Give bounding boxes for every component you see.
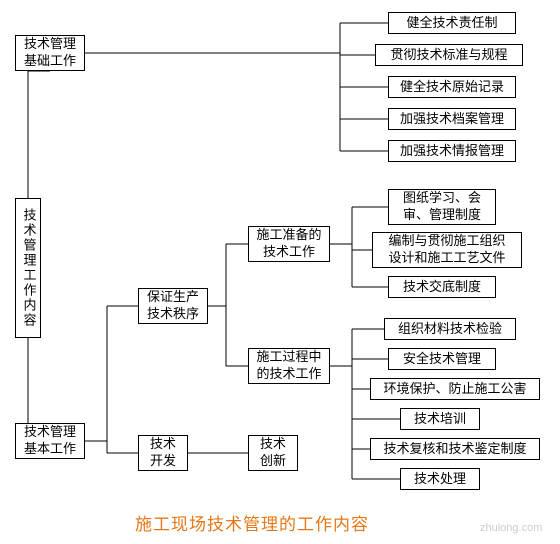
- node-r7: 编制与贯彻施工组织设计和施工工艺文件: [372, 232, 522, 268]
- node-b1: 技术管理基础工作: [15, 35, 85, 71]
- node-r2: 贯彻技术标准与规程: [375, 44, 523, 66]
- node-d2: 施工过程中的技术工作: [248, 348, 330, 384]
- node-r6: 图纸学习、会审、管理制度: [388, 189, 496, 225]
- node-r13: 技术复核和技术鉴定制度: [370, 438, 540, 460]
- node-d1: 施工准备的技术工作: [248, 226, 330, 262]
- watermark-text: zhulong.com: [480, 522, 542, 534]
- node-r5: 加强技术情报管理: [388, 140, 516, 162]
- node-c3: 技术创新: [248, 435, 298, 471]
- node-b2: 技术管理基本工作: [15, 423, 85, 459]
- node-r14: 技术处理: [400, 468, 480, 490]
- node-r4: 加强技术档案管理: [388, 108, 516, 130]
- node-r3: 健全技术原始记录: [388, 76, 516, 98]
- node-r1: 健全技术责任制: [388, 12, 516, 34]
- node-r10: 安全技术管理: [388, 348, 496, 370]
- node-r11: 环境保护、防止施工公害: [370, 378, 540, 400]
- node-r12: 技术培训: [400, 408, 480, 430]
- node-r9: 组织材料技术检验: [384, 318, 516, 340]
- node-c2: 技术开发: [138, 435, 188, 471]
- diagram-caption: 施工现场技术管理的工作内容: [135, 510, 369, 535]
- node-r8: 技术交底制度: [388, 276, 496, 298]
- node-root: 技术管理工作内容: [15, 198, 41, 338]
- node-c1: 保证生产技术秩序: [138, 288, 208, 324]
